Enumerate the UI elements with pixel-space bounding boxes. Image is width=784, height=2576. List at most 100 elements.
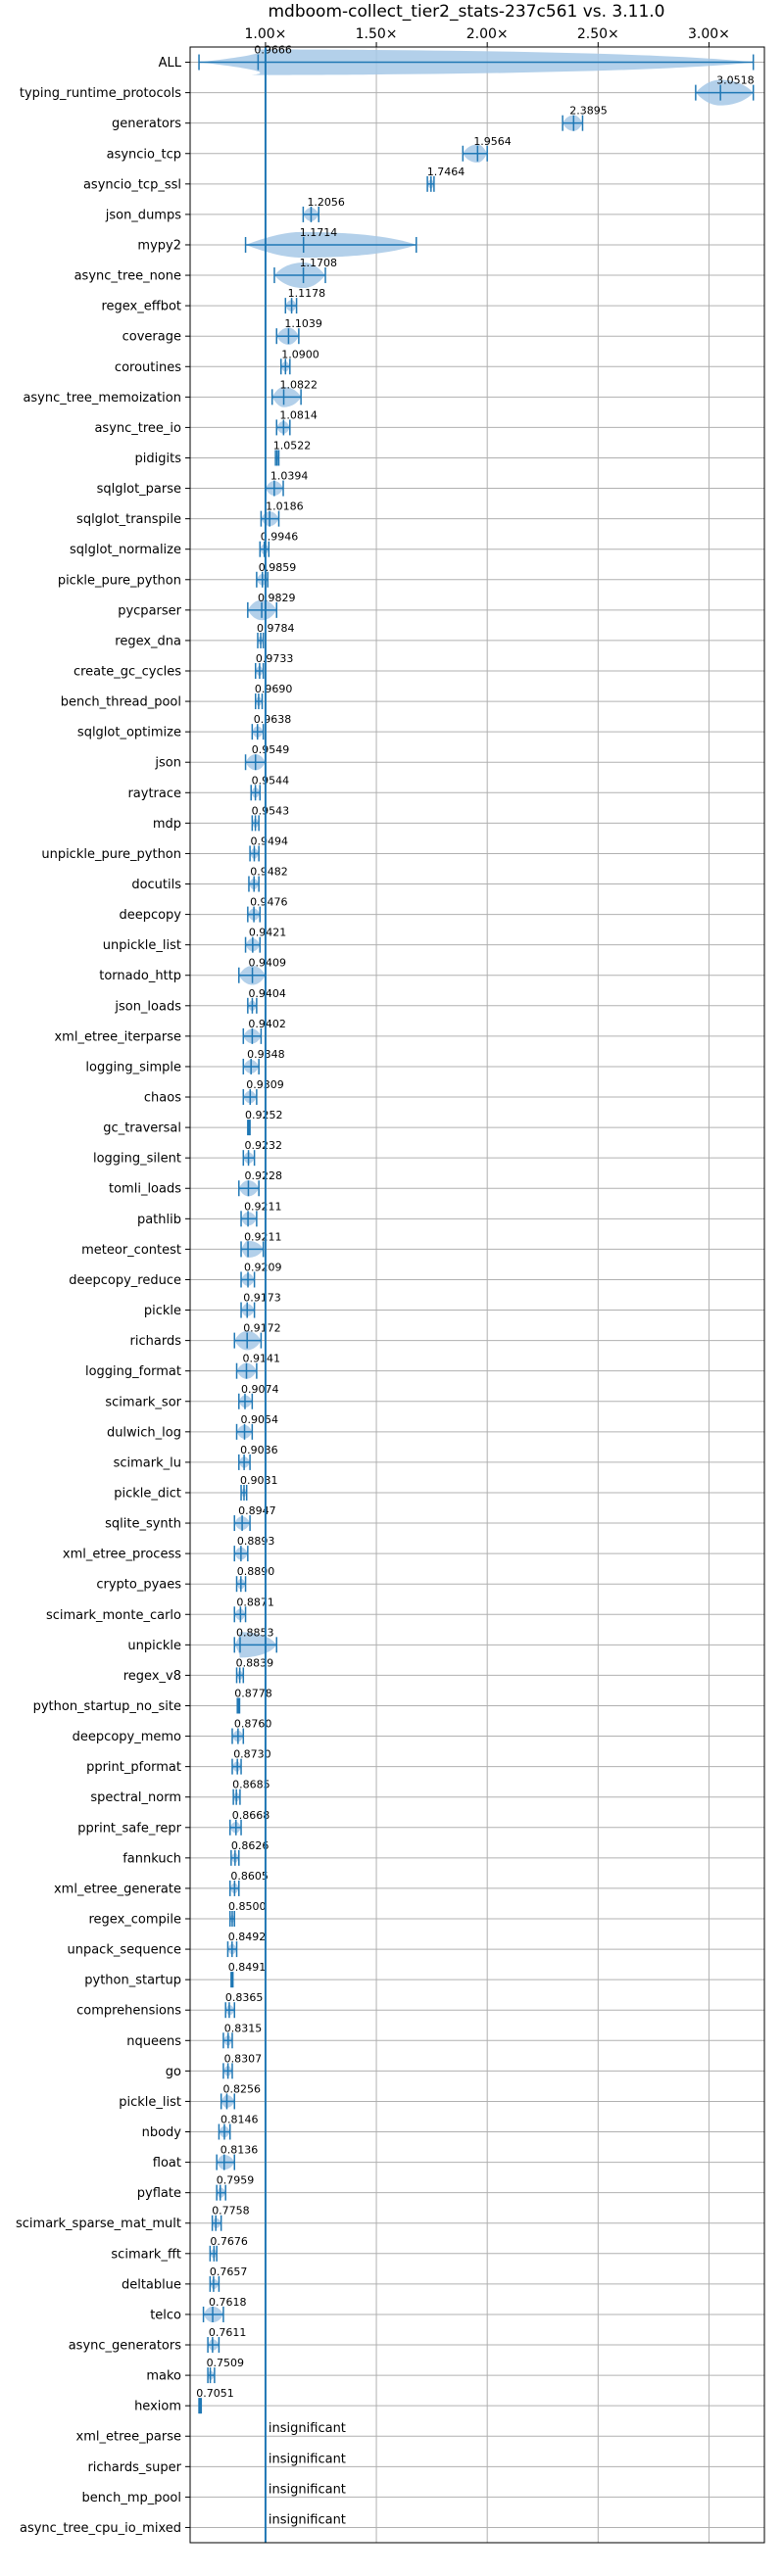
y-tick-label: pathlib [137,1213,181,1227]
value-label: 0.9549 [252,743,290,756]
value-label: 0.8668 [232,1809,270,1822]
y-tick-label: crypto_pyaes [96,1578,181,1593]
benchmark-mark: 0.9476 [247,896,288,923]
value-label: 0.8136 [220,2144,259,2157]
x-tick-label: 2.00× [466,26,509,42]
value-label: 0.8146 [220,2114,259,2126]
benchmark-mark: 0.9031 [240,1474,278,1501]
value-label: 0.9733 [256,652,294,665]
value-label: 0.8778 [234,1687,272,1699]
y-tick-label: hexiom [134,2400,181,2414]
y-tick-label: richards [130,1334,182,1349]
benchmark-mark: 1.0814 [275,408,318,436]
benchmark-mark: 0.8668 [228,1809,270,1836]
value-label: 1.1039 [284,317,322,330]
insignificant-label: insignificant [269,2482,346,2497]
value-label: 0.9404 [248,987,285,1000]
y-tick-label: richards_super [87,2460,181,2475]
benchmark-mark: 1.1039 [275,317,322,345]
y-tick-label: generators [112,117,181,131]
y-tick-label: pickle_dict [114,1486,181,1501]
benchmark-mark: 0.8256 [220,2082,261,2110]
benchmark-mark: 0.9549 [244,743,290,771]
y-tick-label: pidigits [135,452,182,466]
benchmark-mark: 0.9074 [238,1383,278,1409]
y-tick-label: sqlglot_normalize [70,543,181,557]
benchmark-mark: 0.9544 [250,774,289,801]
benchmark-mark: 0.8315 [222,2022,263,2049]
value-label: 3.0518 [716,74,755,87]
value-label: 1.0394 [270,470,309,483]
y-tick-label: comprehensions [76,2004,181,2019]
value-label: 0.9209 [244,1261,282,1273]
y-tick-label: async_tree_cpu_io_mixed [20,2521,181,2536]
value-label: 0.9054 [241,1413,279,1426]
plot-frame [189,46,765,2544]
benchmark-mark: 0.9348 [242,1048,285,1074]
benchmark-mark: 0.7676 [209,2235,248,2262]
y-tick-label: xml_etree_iterparse [54,1029,181,1044]
y-tick-label: fannkuch [122,1851,181,1866]
benchmark-mark: 0.8146 [218,2114,259,2140]
value-label: 2.3895 [569,105,608,118]
y-tick-label: coroutines [115,360,181,375]
y-tick-label: typing_runtime_protocols [20,86,181,101]
y-tick-label: scimark_lu [114,1455,181,1470]
y-tick-label: ALL [159,56,182,71]
benchmark-mark: 1.0522 [273,439,311,466]
value-label: 0.7051 [196,2387,234,2400]
value-label: 0.8871 [236,1596,274,1608]
y-tick-label: bench_mp_pool [81,2491,181,2505]
benchmark-mark: 0.8890 [235,1565,274,1593]
value-label: 0.9232 [245,1139,283,1152]
benchmark-mark: 0.8685 [232,1779,270,1805]
y-tick-label: pickle [144,1304,181,1318]
value-label: 0.9402 [248,1018,286,1030]
y-tick-label: float [153,2156,181,2171]
benchmark-mark: 0.8871 [233,1596,274,1623]
y-tick-label: nqueens [126,2034,181,2049]
benchmark-mark: 0.9482 [248,866,288,892]
y-tick-label: deepcopy [119,908,181,923]
y-tick-label: gc_traversal [103,1121,181,1136]
value-label: 0.9690 [255,683,293,695]
x-tick-label: 1.00× [244,26,286,42]
benchmark-mark: 0.9666 [198,44,755,75]
value-label: 0.7611 [209,2326,247,2339]
y-tick-label: deepcopy_reduce [69,1273,181,1288]
value-label: 0.8315 [224,2022,263,2034]
benchmark-mark: 0.8853 [233,1626,277,1658]
y-tick-label: raytrace [127,787,181,801]
benchmark-mark: insignificant [269,2512,346,2527]
benchmark-mark: 0.8778 [234,1687,272,1714]
value-label: 0.9409 [249,957,287,970]
y-tick-label: pickle_list [119,2095,181,2110]
benchmark-mark: 0.9543 [252,804,289,832]
y-tick-label: scimark_monte_carlo [46,1608,181,1623]
value-label: 0.9666 [254,44,292,57]
value-label: 0.7758 [212,2205,250,2218]
benchmark-mark: 1.7464 [426,166,465,192]
value-label: 0.9638 [254,713,292,726]
benchmark-mark: 0.9784 [257,622,295,648]
y-tick-label: mako [146,2369,181,2384]
benchmark-mark: 0.7618 [202,2296,247,2323]
benchmark-mark: 0.9054 [235,1413,279,1440]
y-tick-label: logging_format [85,1364,181,1379]
benchmark-mark: 0.9829 [247,592,296,621]
benchmark-mark: 0.9228 [238,1169,282,1197]
value-label: 0.9421 [249,927,286,939]
value-label: 0.9036 [240,1444,277,1456]
y-tick-label: scimark_sor [105,1395,181,1409]
value-label: 0.9172 [243,1322,281,1335]
y-tick-label: nbody [142,2125,182,2140]
value-label: 0.9476 [250,896,288,909]
y-tick-label: async_tree_io [94,421,181,436]
y-tick-label: sqlglot_optimize [77,726,181,740]
value-label: 0.9228 [244,1169,282,1182]
y-tick-label: scimark_fft [111,2247,181,2262]
benchmark-mark: 1.1178 [284,287,325,314]
y-tick-label: sqlite_synth [105,1517,181,1532]
benchmark-mark: 0.7051 [196,2387,234,2414]
